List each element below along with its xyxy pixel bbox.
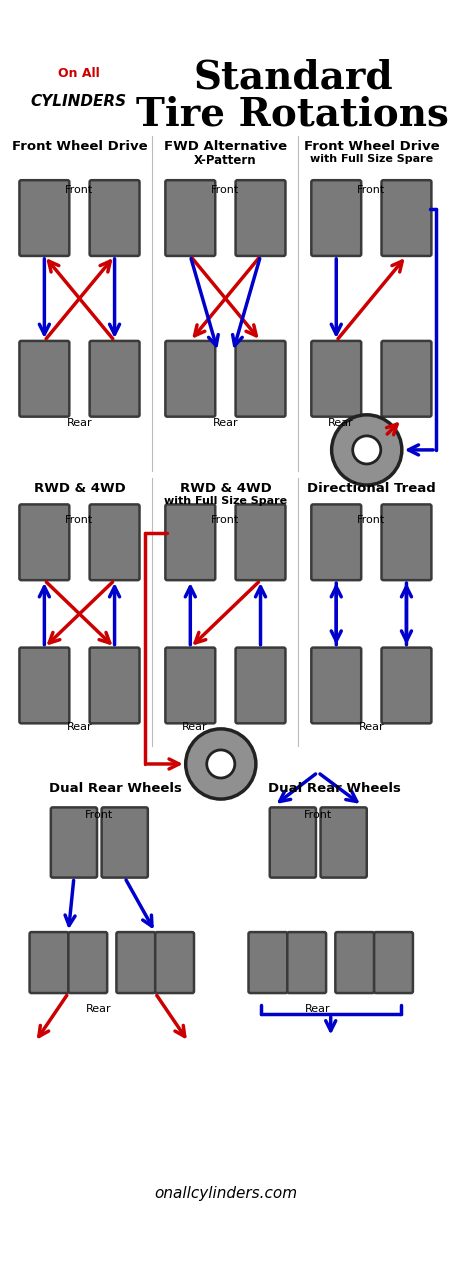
FancyBboxPatch shape [248,932,287,994]
FancyBboxPatch shape [374,932,413,994]
FancyBboxPatch shape [335,932,374,994]
Text: Front: Front [65,185,93,194]
FancyBboxPatch shape [320,807,367,878]
Text: Front: Front [211,514,239,525]
Text: Front: Front [65,514,93,525]
Circle shape [207,750,235,778]
Text: Front: Front [85,810,113,820]
FancyBboxPatch shape [19,648,69,724]
FancyBboxPatch shape [236,504,285,580]
Text: Front: Front [211,185,239,194]
FancyBboxPatch shape [270,807,316,878]
FancyBboxPatch shape [11,53,148,126]
Text: Rear: Rear [86,1004,112,1014]
FancyBboxPatch shape [287,932,326,994]
FancyBboxPatch shape [311,504,361,580]
FancyBboxPatch shape [51,807,97,878]
FancyBboxPatch shape [382,340,431,416]
Text: Front: Front [357,514,385,525]
FancyBboxPatch shape [311,180,361,256]
Text: Front Wheel Drive: Front Wheel Drive [303,140,439,154]
Text: Tire Rotations: Tire Rotations [137,96,449,134]
Circle shape [332,415,402,485]
Circle shape [186,729,256,799]
Circle shape [353,436,381,464]
FancyBboxPatch shape [90,504,139,580]
FancyBboxPatch shape [19,504,69,580]
FancyBboxPatch shape [101,807,148,878]
FancyBboxPatch shape [19,180,69,256]
Text: CYLINDERS: CYLINDERS [30,95,127,110]
Text: RWD & 4WD: RWD & 4WD [34,482,125,496]
Text: with Full Size Spare: with Full Size Spare [310,154,433,164]
FancyBboxPatch shape [90,180,139,256]
FancyBboxPatch shape [117,932,155,994]
FancyBboxPatch shape [68,932,107,994]
FancyBboxPatch shape [236,648,285,724]
Text: onallcylinders.com: onallcylinders.com [154,1187,297,1200]
Text: Rear: Rear [67,723,92,733]
FancyBboxPatch shape [382,648,431,724]
FancyBboxPatch shape [90,648,139,724]
Text: Rear: Rear [213,417,238,427]
FancyBboxPatch shape [165,504,215,580]
Text: Rear: Rear [328,417,354,427]
FancyBboxPatch shape [90,340,139,416]
FancyBboxPatch shape [29,932,68,994]
FancyBboxPatch shape [382,180,431,256]
Text: Front: Front [357,185,385,194]
FancyBboxPatch shape [155,932,194,994]
Text: FWD Alternative: FWD Alternative [164,140,287,154]
FancyBboxPatch shape [311,648,361,724]
FancyBboxPatch shape [311,340,361,416]
Text: Standard: Standard [193,59,392,97]
FancyBboxPatch shape [236,180,285,256]
Text: Directional Tread: Directional Tread [307,482,436,496]
FancyBboxPatch shape [382,504,431,580]
Text: X-Pattern: X-Pattern [194,154,257,168]
FancyBboxPatch shape [165,340,215,416]
Text: Rear: Rear [67,417,92,427]
Text: Dual Rear Wheels: Dual Rear Wheels [49,783,182,796]
FancyBboxPatch shape [19,340,69,416]
FancyBboxPatch shape [236,340,285,416]
Text: Front Wheel Drive: Front Wheel Drive [12,140,147,154]
Text: Rear: Rear [182,723,208,733]
Text: Dual Rear Wheels: Dual Rear Wheels [268,783,401,796]
Text: Rear: Rear [358,723,384,733]
Text: Front: Front [304,810,332,820]
Text: On All: On All [58,67,100,81]
FancyBboxPatch shape [165,648,215,724]
FancyBboxPatch shape [165,180,215,256]
Text: RWD & 4WD: RWD & 4WD [180,482,271,496]
Text: with Full Size Spare: with Full Size Spare [164,496,287,506]
Text: Rear: Rear [305,1004,330,1014]
